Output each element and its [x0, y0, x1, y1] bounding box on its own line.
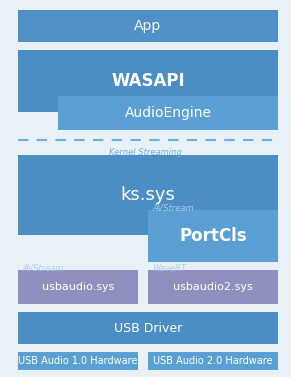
FancyBboxPatch shape [18, 50, 278, 112]
FancyBboxPatch shape [58, 96, 278, 130]
Text: usbaudio.sys: usbaudio.sys [42, 282, 114, 292]
Text: WASAPI: WASAPI [111, 72, 185, 90]
FancyBboxPatch shape [18, 352, 138, 370]
Text: usbaudio2.sys: usbaudio2.sys [173, 282, 253, 292]
Text: USB Audio 2.0 Hardware: USB Audio 2.0 Hardware [153, 356, 273, 366]
Text: AudioEngine: AudioEngine [125, 106, 212, 120]
Text: USB Audio 1.0 Hardware: USB Audio 1.0 Hardware [18, 356, 138, 366]
FancyBboxPatch shape [148, 352, 278, 370]
Text: WaveRT: WaveRT [152, 264, 186, 273]
Text: AVStream: AVStream [152, 204, 194, 213]
FancyBboxPatch shape [18, 155, 278, 235]
FancyBboxPatch shape [18, 270, 138, 304]
Text: PortCls: PortCls [179, 227, 247, 245]
FancyBboxPatch shape [18, 10, 278, 42]
FancyBboxPatch shape [148, 210, 278, 262]
Text: ks.sys: ks.sys [120, 186, 175, 204]
Text: Kernel Streaming: Kernel Streaming [109, 148, 181, 157]
Text: AVStream: AVStream [22, 264, 64, 273]
Text: App: App [134, 19, 162, 33]
FancyBboxPatch shape [148, 270, 278, 304]
Text: USB Driver: USB Driver [114, 322, 182, 334]
FancyBboxPatch shape [18, 312, 278, 344]
